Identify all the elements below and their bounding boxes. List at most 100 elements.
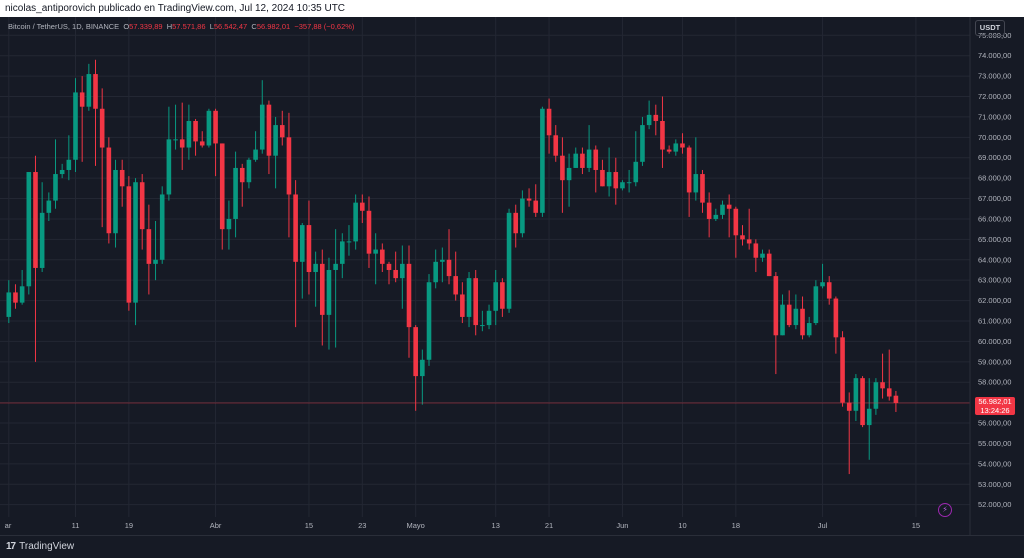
candle-body	[860, 378, 865, 426]
candle-body	[753, 243, 759, 258]
candle-body	[820, 282, 825, 287]
close-label: C	[251, 22, 257, 31]
price-tick-label: 53.000,00	[978, 480, 1011, 489]
candle-body	[720, 204, 725, 215]
candle-body	[513, 212, 519, 234]
candle-body	[333, 263, 338, 270]
candle-body	[840, 337, 845, 403]
candle-body	[506, 212, 512, 309]
candle-body	[646, 114, 652, 126]
symbol-label[interactable]: Bitcoin / TetherUS, 1D, BINANCE	[8, 22, 120, 31]
price-tick-label: 64.000,00	[978, 255, 1011, 264]
candle-body	[186, 121, 192, 148]
candle-body	[813, 286, 819, 324]
price-tick-label: 67.000,00	[978, 194, 1011, 203]
candle-body	[166, 139, 172, 195]
candle-body	[139, 182, 145, 230]
candle-body	[653, 114, 659, 121]
candle-body	[199, 141, 205, 146]
candle-body	[500, 282, 505, 309]
candle-body	[346, 241, 352, 243]
time-tick-label: 21	[545, 521, 553, 530]
candle-body	[660, 121, 665, 150]
candle-body	[380, 249, 385, 264]
candle-body	[486, 310, 492, 326]
candle-body	[353, 202, 358, 242]
candle-body	[573, 153, 579, 168]
close-value: 56.982,01	[256, 22, 291, 31]
candle-body	[886, 388, 892, 397]
candle-body	[473, 278, 478, 326]
time-axis-labels: ar 11 19 Abr 15 23 Mayo 13 21 Jun 10 18 Jul 15	[5, 521, 920, 530]
candle-body	[873, 382, 879, 409]
price-tick-label: 56.000,00	[978, 419, 1011, 428]
candle-body	[313, 263, 318, 273]
candle-body	[560, 155, 565, 181]
candles-group	[6, 59, 899, 475]
open-label: O	[123, 22, 130, 31]
time-tick-label: 18	[732, 521, 740, 530]
candle-body	[693, 174, 699, 193]
last-price-tag: 56.982,01 13:24:26	[975, 396, 1015, 415]
candle-body	[826, 282, 832, 299]
low-value: 56.542,47	[213, 22, 248, 31]
candle-body	[766, 253, 772, 277]
candle-body	[626, 182, 632, 184]
price-tick-label: 73.000,00	[978, 72, 1011, 81]
price-tick-label: 60.000,00	[978, 337, 1011, 346]
candle-body	[640, 125, 645, 162]
time-tick-label: Jul	[818, 521, 828, 530]
tradingview-brand[interactable]: 17 TradingView	[6, 541, 74, 552]
candle-body	[33, 172, 38, 268]
candle-body	[533, 200, 539, 213]
candle-body	[133, 182, 138, 303]
candle-body	[66, 159, 72, 170]
candle-body	[806, 323, 812, 336]
price-tick-label: 65.000,00	[978, 235, 1011, 244]
footer-bar: 17 TradingView	[0, 535, 1024, 558]
chart-legend: Bitcoin / TetherUS, 1D, BINANCE O57.339,…	[8, 22, 354, 31]
time-tick-label: 15	[912, 521, 920, 530]
time-tick-label: Abr	[210, 521, 222, 530]
time-tick-label: 13	[492, 521, 500, 530]
candle-body	[293, 194, 298, 262]
candle-body	[393, 269, 398, 279]
candle-body	[853, 378, 859, 411]
candle-body	[39, 212, 45, 268]
candle-body	[273, 125, 278, 156]
candle-body	[540, 108, 545, 213]
candle-body	[580, 153, 585, 168]
brand-name: TradingView	[19, 541, 75, 552]
candle-body	[680, 143, 685, 148]
candle-body	[666, 149, 672, 152]
price-tick-label: 55.000,00	[978, 439, 1011, 448]
candle-body	[193, 121, 198, 142]
candle-body	[306, 225, 312, 273]
time-tick-label: Mayo	[406, 521, 424, 530]
candle-body	[206, 110, 212, 146]
candle-body	[126, 186, 132, 303]
candle-body	[726, 204, 732, 209]
candle-body	[173, 139, 178, 141]
candle-body	[553, 135, 559, 156]
candle-body	[360, 202, 365, 211]
candle-body	[733, 208, 739, 236]
price-tick-label: 66.000,00	[978, 214, 1011, 223]
price-tick-label: 58.000,00	[978, 378, 1011, 387]
chart-panel[interactable]: 52.000,00 53.000,00 54.000,00 55.000,00 56.0…	[0, 17, 1024, 535]
candle-body	[19, 286, 25, 303]
lightning-icon[interactable]: ⚡	[938, 503, 952, 517]
candle-body	[400, 263, 405, 279]
open-value: 57.339,89	[129, 22, 163, 31]
candlestick-chart[interactable]: 52.000,00 53.000,00 54.000,00 55.000,00 56.0…	[0, 17, 1024, 535]
candle-body	[893, 395, 899, 403]
price-tick-label: 62.000,00	[978, 296, 1011, 305]
candle-body	[253, 149, 258, 160]
currency-button[interactable]: USDT	[975, 20, 1005, 36]
candle-body	[406, 263, 412, 328]
time-tick-label: 15	[305, 521, 313, 530]
candle-body	[480, 325, 485, 327]
candle-body	[460, 294, 465, 317]
candle-body	[760, 253, 765, 258]
candle-body	[319, 263, 325, 315]
